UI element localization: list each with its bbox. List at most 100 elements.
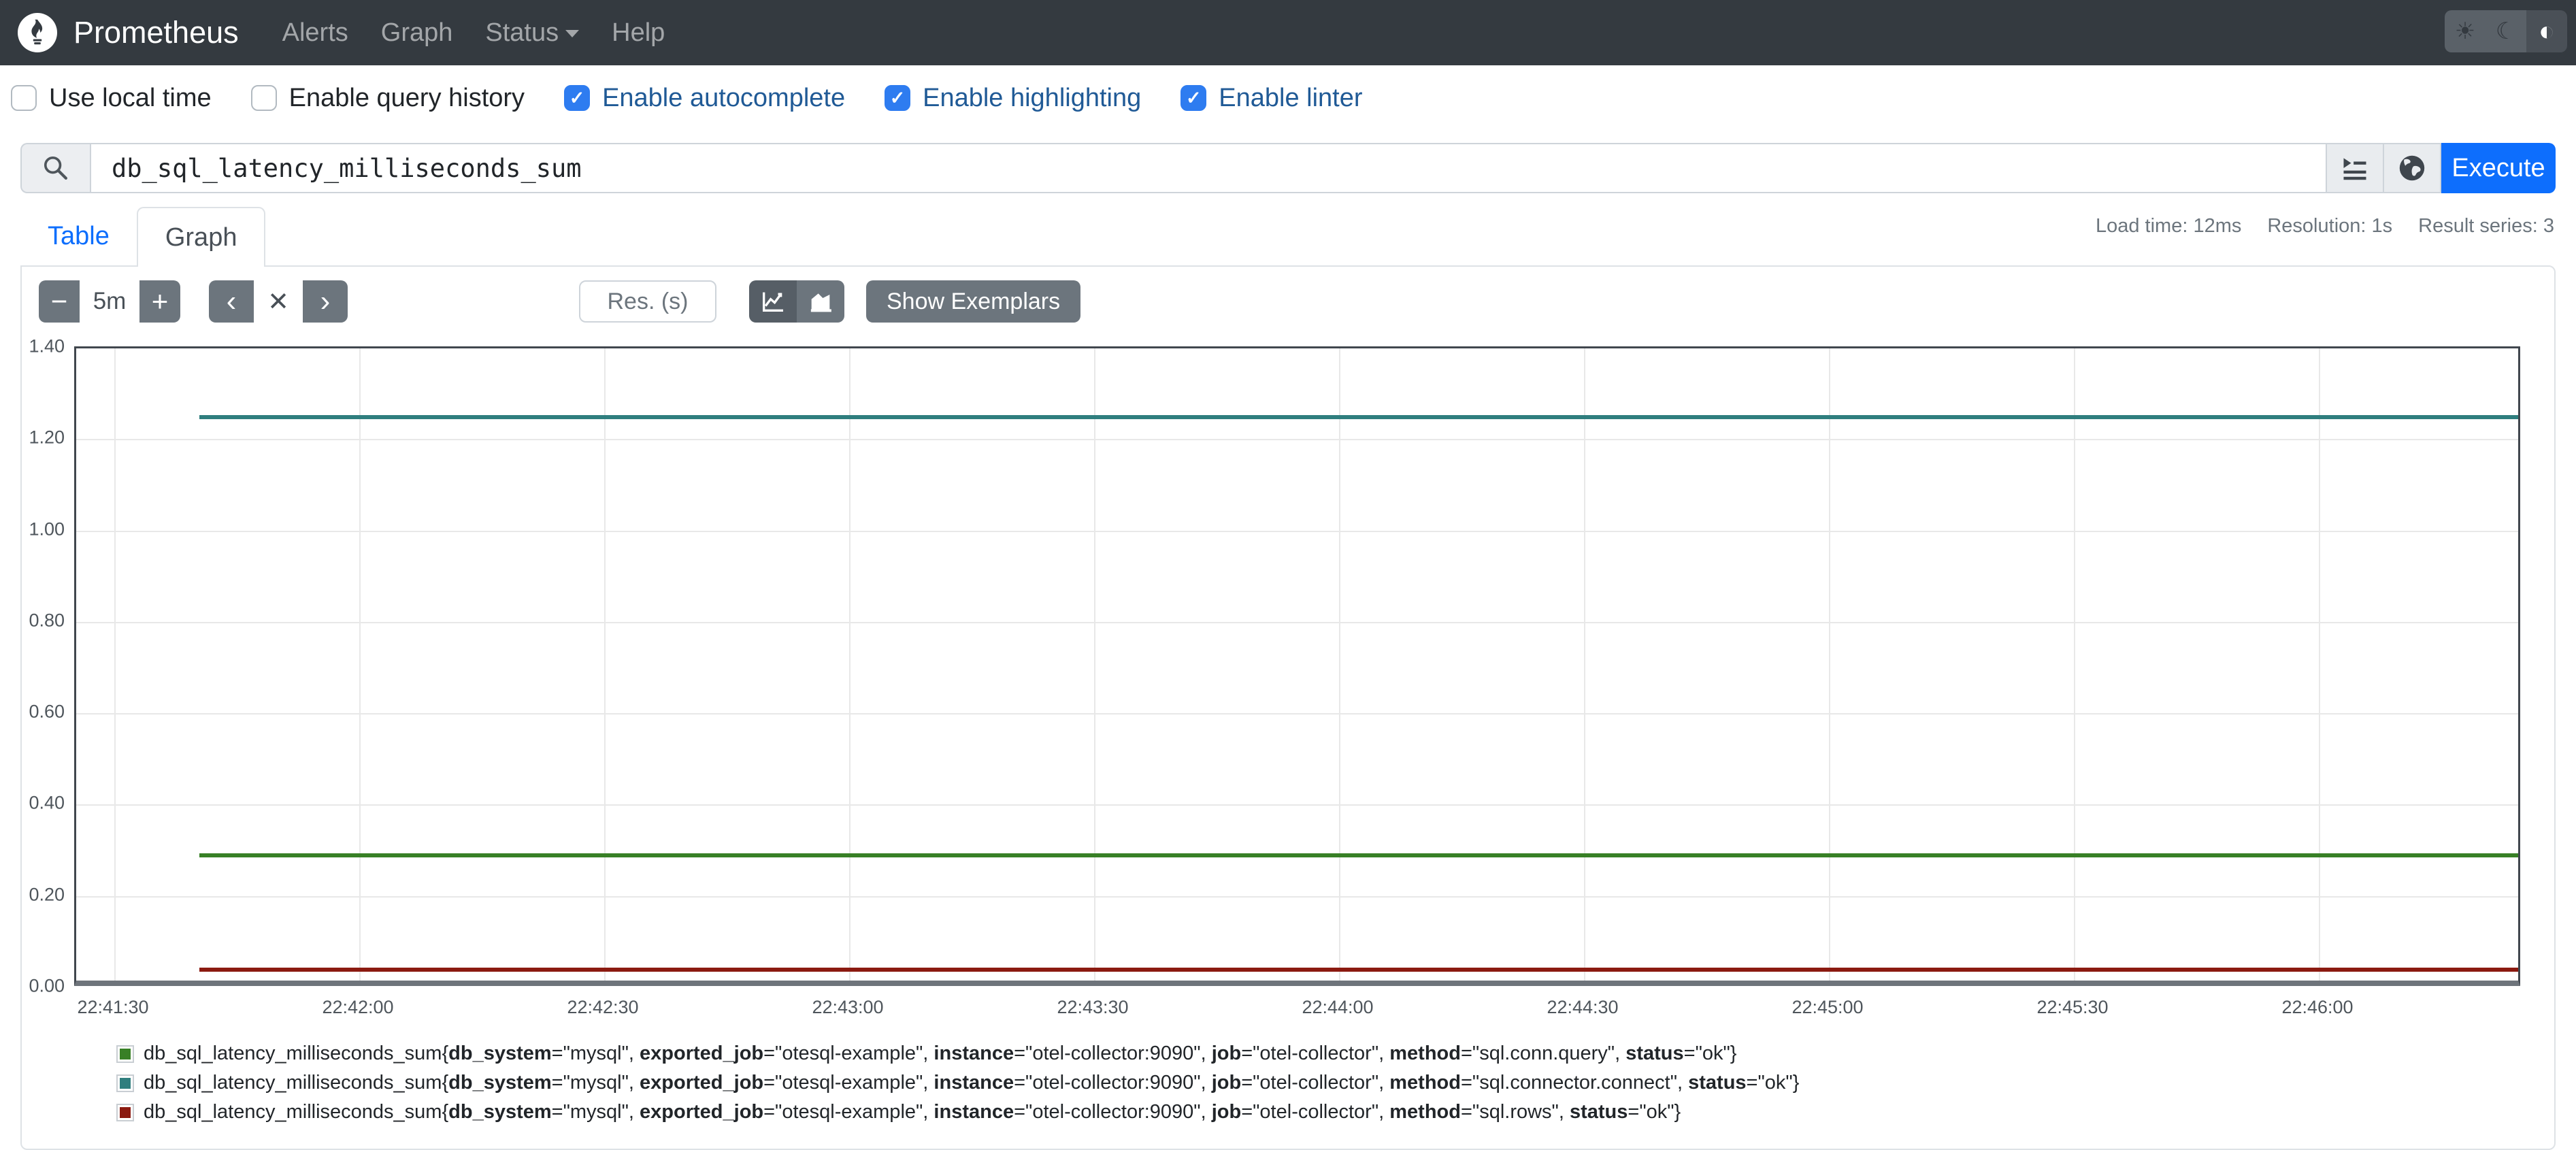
range-input[interactable] [80, 280, 139, 323]
x-tick-label: 22:45:30 [2036, 997, 2109, 1017]
gridline-x [1339, 348, 1340, 981]
legend-item[interactable]: db_sql_latency_milliseconds_sum{db_syste… [118, 1068, 1799, 1098]
options-bar: Use local time Enable query history ✓ Enabl… [11, 80, 1363, 116]
y-tick-label: 0.80 [29, 610, 65, 631]
show-exemplars-button[interactable]: Show Exemplars [866, 280, 1081, 323]
chevron-down-icon [565, 29, 580, 37]
execute-button[interactable]: Execute [2441, 143, 2556, 193]
moon-icon: ☾ [2495, 18, 2517, 44]
legend-item[interactable]: db_sql_latency_milliseconds_sum{db_syste… [118, 1039, 1799, 1068]
x-tick-label: 22:42:30 [567, 997, 639, 1017]
checkbox-label: Use local time [49, 83, 212, 112]
clear-icon: ✕ [267, 287, 289, 316]
y-tick-label: 1.20 [29, 427, 65, 448]
contrast-icon: ◐ [2538, 16, 2556, 46]
gridline-x [1829, 348, 1830, 981]
unchecked-checkbox-icon[interactable] [11, 85, 37, 111]
stacked-chart-toggle-button[interactable] [797, 280, 844, 323]
x-tick-label: 22:44:00 [1302, 997, 1374, 1017]
legend-swatch [118, 1075, 133, 1091]
graph-panel: − + ‹ ✕ › Show E [20, 265, 2556, 1150]
query-stats: Load time: 12ms Resolution: 1s Result se… [2096, 215, 2554, 237]
chart-type-toggle [749, 280, 844, 323]
gridline-x [1584, 348, 1585, 981]
gridline-x [604, 348, 606, 981]
chart-plot[interactable] [74, 346, 2520, 986]
time-back-button[interactable]: ‹ [209, 280, 254, 323]
globe-icon [2399, 155, 2425, 181]
legend-swatch [118, 1046, 133, 1062]
y-tick-label: 0.40 [29, 792, 65, 813]
sun-icon: ☀ [2454, 18, 2476, 44]
time-forward-button[interactable]: › [303, 280, 348, 323]
time-clear-button[interactable]: ✕ [254, 280, 303, 323]
y-tick-label: 0.60 [29, 701, 65, 722]
resolution-input[interactable] [579, 280, 716, 323]
y-tick-label: 1.40 [29, 335, 65, 357]
gridline-x [1094, 348, 1095, 981]
series-line-sql-conn-query [199, 853, 2518, 858]
gridline-y [76, 896, 2518, 898]
gridline-x [2074, 348, 2075, 981]
checked-checkbox-icon[interactable]: ✓ [1180, 85, 1207, 111]
legend-label: db_sql_latency_milliseconds_sum{db_syste… [144, 1042, 1737, 1064]
search-icon-box [20, 143, 90, 193]
unchecked-checkbox-icon[interactable] [250, 85, 277, 111]
navbar: Prometheus Alerts Graph Status Help ☀ ☾ … [0, 0, 2576, 65]
result-series: Result series: 3 [2418, 215, 2554, 237]
x-tick-label: 22:41:30 [77, 997, 149, 1017]
checked-checkbox-icon[interactable]: ✓ [885, 85, 911, 111]
legend: db_sql_latency_milliseconds_sum{db_syste… [118, 1039, 1799, 1127]
metrics-explorer-icon [2343, 158, 2366, 180]
time-nav-group: ‹ ✕ › [209, 280, 348, 323]
range-decrease-button[interactable]: − [39, 280, 80, 323]
checkbox-use-local-time[interactable]: Use local time [11, 84, 212, 113]
checked-checkbox-icon[interactable]: ✓ [564, 85, 591, 111]
brand-title[interactable]: Prometheus [73, 15, 239, 50]
legend-item[interactable]: db_sql_latency_milliseconds_sum{db_syste… [118, 1098, 1799, 1127]
checkbox-label: Enable highlighting [923, 83, 1142, 112]
series-line-sql-rows [199, 968, 2518, 972]
x-tick-label: 22:45:00 [1791, 997, 1864, 1017]
gridline-x [2319, 348, 2320, 981]
light-theme-button[interactable]: ☀ [2445, 10, 2486, 52]
resolution: Resolution: 1s [2267, 215, 2393, 237]
checkbox-label: Enable autocomplete [602, 83, 846, 112]
load-time: Load time: 12ms [2095, 215, 2242, 237]
flame-icon [31, 19, 43, 45]
gridline-y [76, 804, 2518, 806]
x-tick-label: 22:46:00 [2281, 997, 2354, 1017]
checkbox-label: Enable query history [288, 83, 525, 112]
range-increase-button[interactable]: + [139, 280, 180, 323]
gridline-x [849, 348, 851, 981]
checkbox-enable-autocomplete[interactable]: ✓ Enable autocomplete [564, 84, 845, 113]
checkbox-enable-query-history[interactable]: Enable query history [250, 83, 525, 113]
prometheus-logo[interactable] [18, 13, 57, 52]
y-tick-label: 1.00 [29, 519, 65, 540]
line-chart-icon [763, 292, 783, 312]
nav-link-graph[interactable]: Graph [380, 18, 453, 47]
globe-button[interactable] [2384, 143, 2441, 193]
legend-label: db_sql_latency_milliseconds_sum{db_syste… [144, 1101, 1681, 1123]
gridline-x [359, 348, 361, 981]
nav-link-help[interactable]: Help [612, 18, 665, 47]
dark-theme-button[interactable]: ☾ [2486, 10, 2526, 52]
nav-link-status[interactable]: Status [469, 18, 595, 48]
x-tick-label: 22:43:00 [812, 997, 884, 1017]
x-tick-label: 22:42:00 [322, 997, 394, 1017]
checkbox-enable-highlighting[interactable]: ✓ Enable highlighting [885, 84, 1141, 113]
legend-swatch [118, 1104, 133, 1120]
y-tick-label: 0.00 [29, 975, 65, 996]
line-chart-toggle-button[interactable] [749, 280, 797, 323]
query-input[interactable] [90, 143, 2327, 193]
range-group: − + [39, 280, 180, 323]
metrics-explorer-button[interactable] [2327, 143, 2384, 193]
auto-theme-button[interactable]: ◐ [2526, 10, 2567, 52]
checkbox-enable-linter[interactable]: ✓ Enable linter [1180, 84, 1363, 113]
tab-graph[interactable]: Graph [136, 207, 266, 267]
gridline-y [76, 530, 2518, 532]
tab-table[interactable]: Table [48, 222, 110, 250]
gridline-y [76, 439, 2518, 441]
legend-label: db_sql_latency_milliseconds_sum{db_syste… [144, 1072, 1800, 1094]
nav-link-alerts[interactable]: Alerts [282, 18, 348, 47]
